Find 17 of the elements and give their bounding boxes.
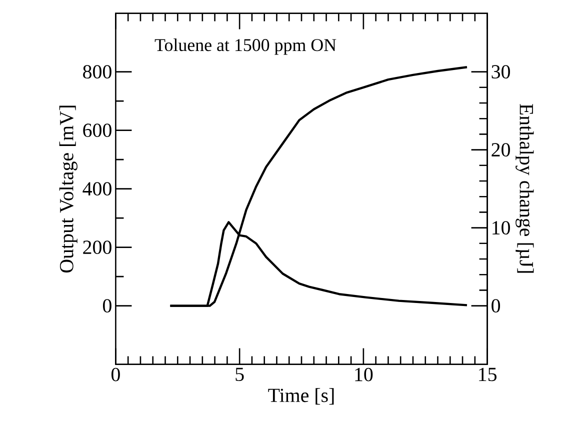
y2-tick-label: 30 xyxy=(492,65,510,79)
y2-axis-title: Enthalpy change [µJ] xyxy=(516,104,534,273)
y2-tick-label: 20 xyxy=(492,143,510,157)
y-tick-label: 400 xyxy=(82,182,112,196)
x-tick-label: 15 xyxy=(479,368,496,382)
y2-tick-label: 10 xyxy=(492,221,510,235)
y-tick-label: 800 xyxy=(83,65,112,79)
annotation: Toluene at 1500 ppm ON xyxy=(154,38,336,55)
y-tick-label: 200 xyxy=(83,240,112,254)
x-axis-title: Time [s] xyxy=(268,388,334,405)
y2-tick-label: 0 xyxy=(492,299,500,313)
y-axis-title: Output Voltage [mV] xyxy=(59,106,78,272)
x-tick-label: 5 xyxy=(236,368,244,382)
y-tick-label: 0 xyxy=(102,299,112,313)
y-tick-label: 600 xyxy=(83,124,112,138)
x-tick-label: 0 xyxy=(111,368,120,382)
x-tick-label: 10 xyxy=(355,368,373,382)
